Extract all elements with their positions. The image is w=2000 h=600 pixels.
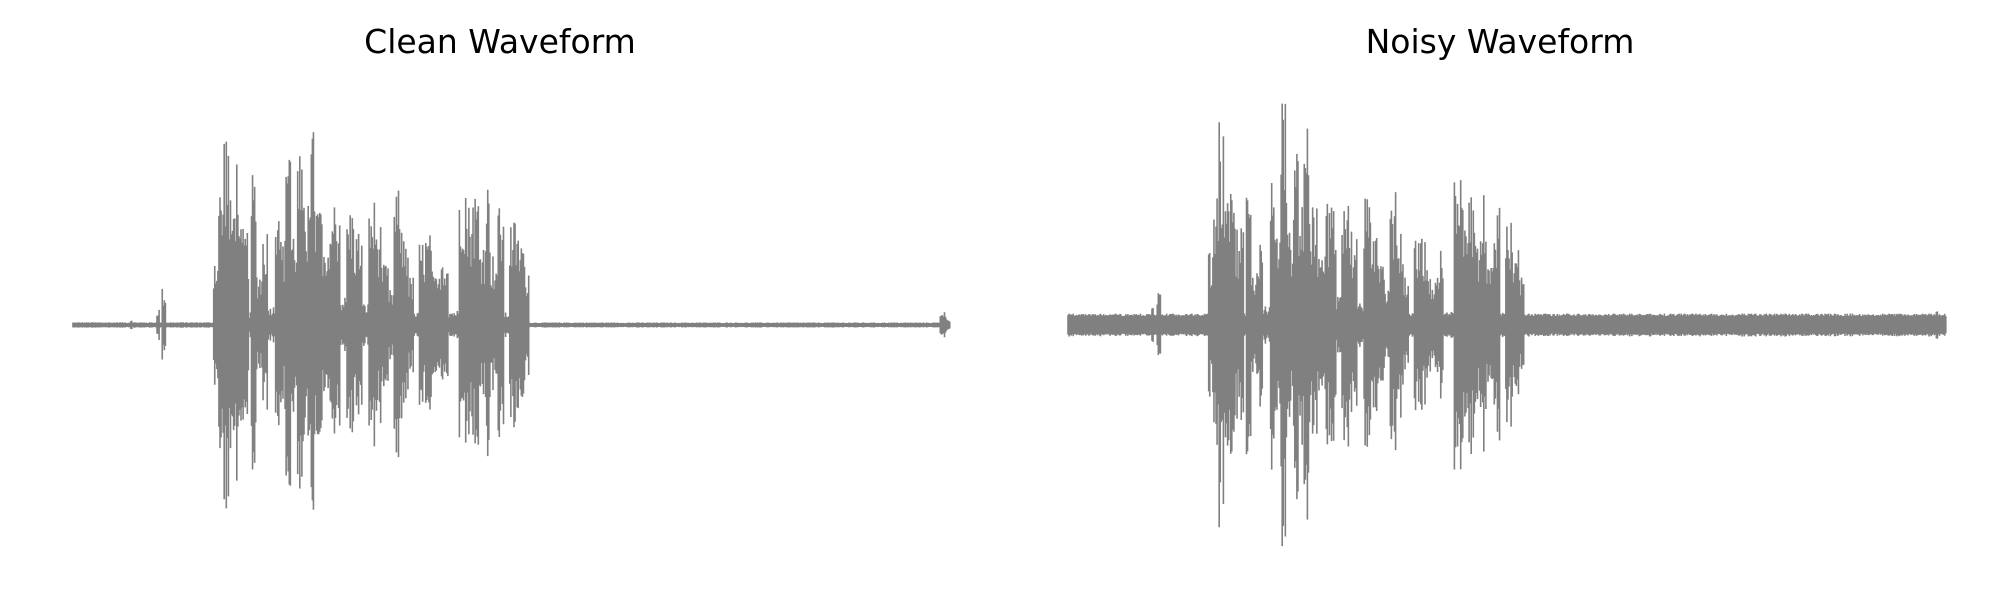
noisy-waveform-panel: Noisy Waveform (1000, 0, 2000, 600)
noisy-waveform-title: Noisy Waveform (1365, 22, 1635, 61)
noisy-waveform-plot (1067, 103, 1947, 547)
clean-waveform-plot (72, 132, 951, 510)
clean-waveform-title: Clean Waveform (364, 22, 636, 61)
clean-waveform-panel: Clean Waveform (72, 22, 951, 510)
